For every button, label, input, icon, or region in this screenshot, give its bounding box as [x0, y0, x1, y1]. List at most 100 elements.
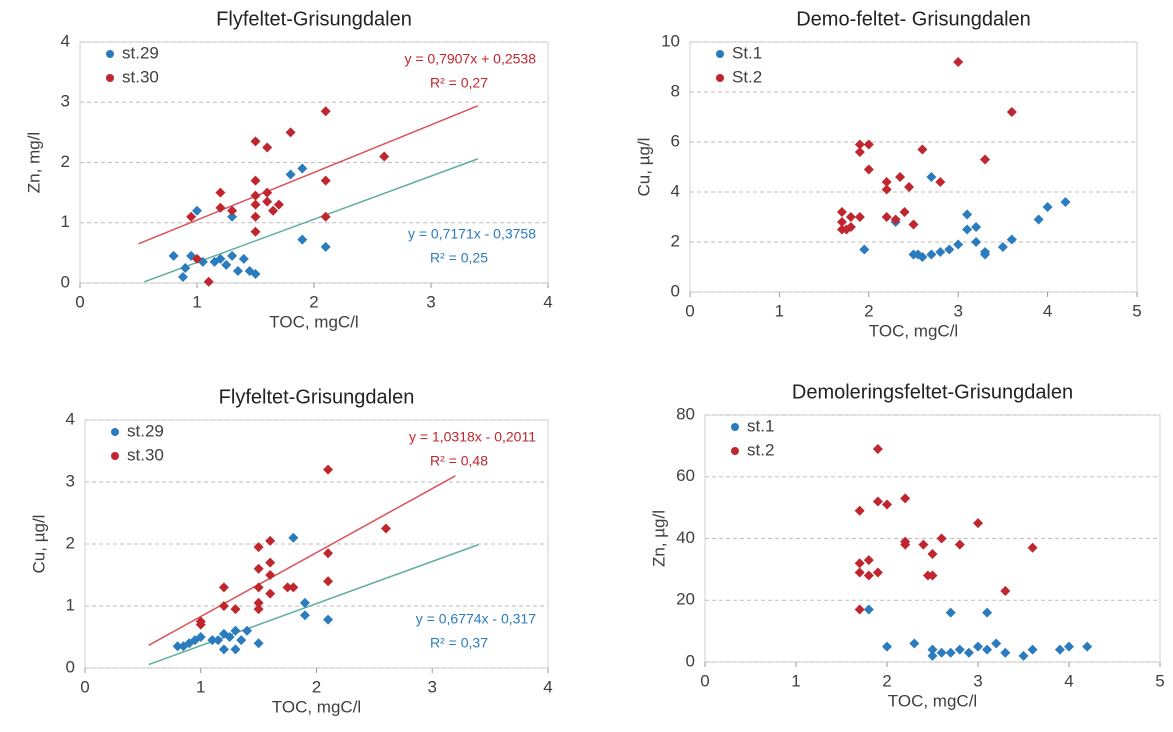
point — [863, 139, 874, 150]
point — [1060, 197, 1071, 207]
point — [973, 641, 983, 652]
chart-title: Flyfeltet-Grisungdalen — [216, 8, 412, 30]
chart-title: Demo-feltet- Grisungdalen — [796, 8, 1031, 30]
point — [945, 607, 956, 618]
point — [265, 588, 276, 599]
point — [1027, 644, 1038, 655]
point — [250, 199, 261, 210]
point — [288, 532, 299, 543]
point — [982, 607, 993, 618]
point — [250, 211, 261, 222]
point — [854, 505, 865, 516]
plot-area — [689, 41, 1138, 293]
point — [895, 172, 906, 182]
trend-equation: y = 0,7171x - 0,3758 — [408, 226, 536, 242]
point — [1027, 542, 1038, 553]
point — [253, 563, 264, 574]
point — [854, 147, 865, 157]
x-tick-label: 5 — [1155, 671, 1164, 690]
point — [927, 644, 938, 655]
legend-marker — [111, 452, 119, 460]
point — [250, 226, 261, 237]
point — [836, 207, 847, 217]
x-tick-label: 4 — [1064, 671, 1073, 690]
point — [1006, 234, 1017, 245]
y-tick-label: 0 — [61, 272, 70, 291]
point — [962, 209, 973, 220]
point — [845, 212, 856, 222]
y-tick-label: 20 — [676, 590, 695, 609]
point — [899, 207, 910, 217]
legend-label: st.29 — [122, 43, 159, 62]
legend-marker — [111, 428, 119, 436]
point — [882, 641, 892, 652]
point — [380, 523, 391, 534]
point — [320, 106, 331, 117]
point — [890, 214, 901, 225]
x-tick-label: 1 — [192, 292, 201, 311]
y-tick-label: 1 — [66, 595, 75, 614]
y-tick-label: 0 — [686, 651, 695, 670]
point — [836, 217, 847, 227]
point — [236, 635, 247, 646]
point — [1064, 641, 1074, 652]
y-tick-label: 2 — [66, 533, 75, 552]
point — [936, 647, 947, 658]
legend-marker — [106, 50, 114, 58]
point — [863, 555, 874, 566]
point — [242, 625, 253, 636]
point — [262, 196, 273, 207]
point — [323, 464, 334, 475]
point — [971, 222, 982, 232]
y-tick-label: 3 — [66, 471, 75, 490]
point — [1000, 585, 1011, 596]
point — [299, 610, 310, 621]
point — [207, 635, 218, 646]
x-tick-label: 1 — [791, 671, 800, 690]
point — [908, 219, 919, 230]
y-tick-label: 1 — [61, 212, 70, 231]
point — [980, 154, 991, 165]
x-tick-label: 0 — [700, 671, 709, 690]
legend-marker — [716, 50, 724, 58]
point — [299, 597, 310, 608]
chart-title: Demoleringsfeltet-Grisungdalen — [792, 381, 1073, 403]
y-tick-label: 3 — [61, 92, 70, 111]
point — [323, 548, 334, 559]
x-tick-label: 2 — [882, 671, 891, 690]
point — [262, 187, 273, 198]
point — [230, 604, 241, 615]
point — [854, 604, 865, 615]
x-tick-label: 4 — [543, 677, 552, 696]
point — [854, 567, 865, 578]
point — [215, 202, 226, 213]
point — [863, 164, 874, 175]
x-tick-label: 3 — [428, 677, 437, 696]
x-tick-label: 0 — [80, 677, 89, 696]
x-tick-label: 0 — [685, 301, 694, 320]
y-tick-label: 8 — [671, 81, 680, 100]
point — [917, 144, 928, 155]
point — [320, 211, 331, 222]
point — [323, 614, 334, 625]
point — [973, 518, 983, 529]
y-tick-label: 4 — [61, 31, 70, 50]
chart-title: Flyfeltet-Grisungdalen — [219, 386, 415, 408]
point — [221, 259, 232, 270]
point — [927, 570, 938, 581]
point — [954, 539, 965, 550]
point — [265, 535, 276, 546]
point — [954, 644, 965, 655]
point — [253, 582, 264, 593]
point — [250, 175, 261, 186]
x-tick-label: 3 — [953, 301, 962, 320]
point — [926, 249, 937, 260]
point — [1082, 641, 1093, 652]
trend-r2: R² = 0,27 — [430, 75, 488, 91]
point — [282, 582, 293, 593]
y-tick-label: 0 — [66, 657, 75, 676]
point — [250, 190, 261, 201]
y-tick-label: 60 — [676, 466, 695, 485]
point — [872, 443, 883, 454]
point — [854, 558, 865, 569]
